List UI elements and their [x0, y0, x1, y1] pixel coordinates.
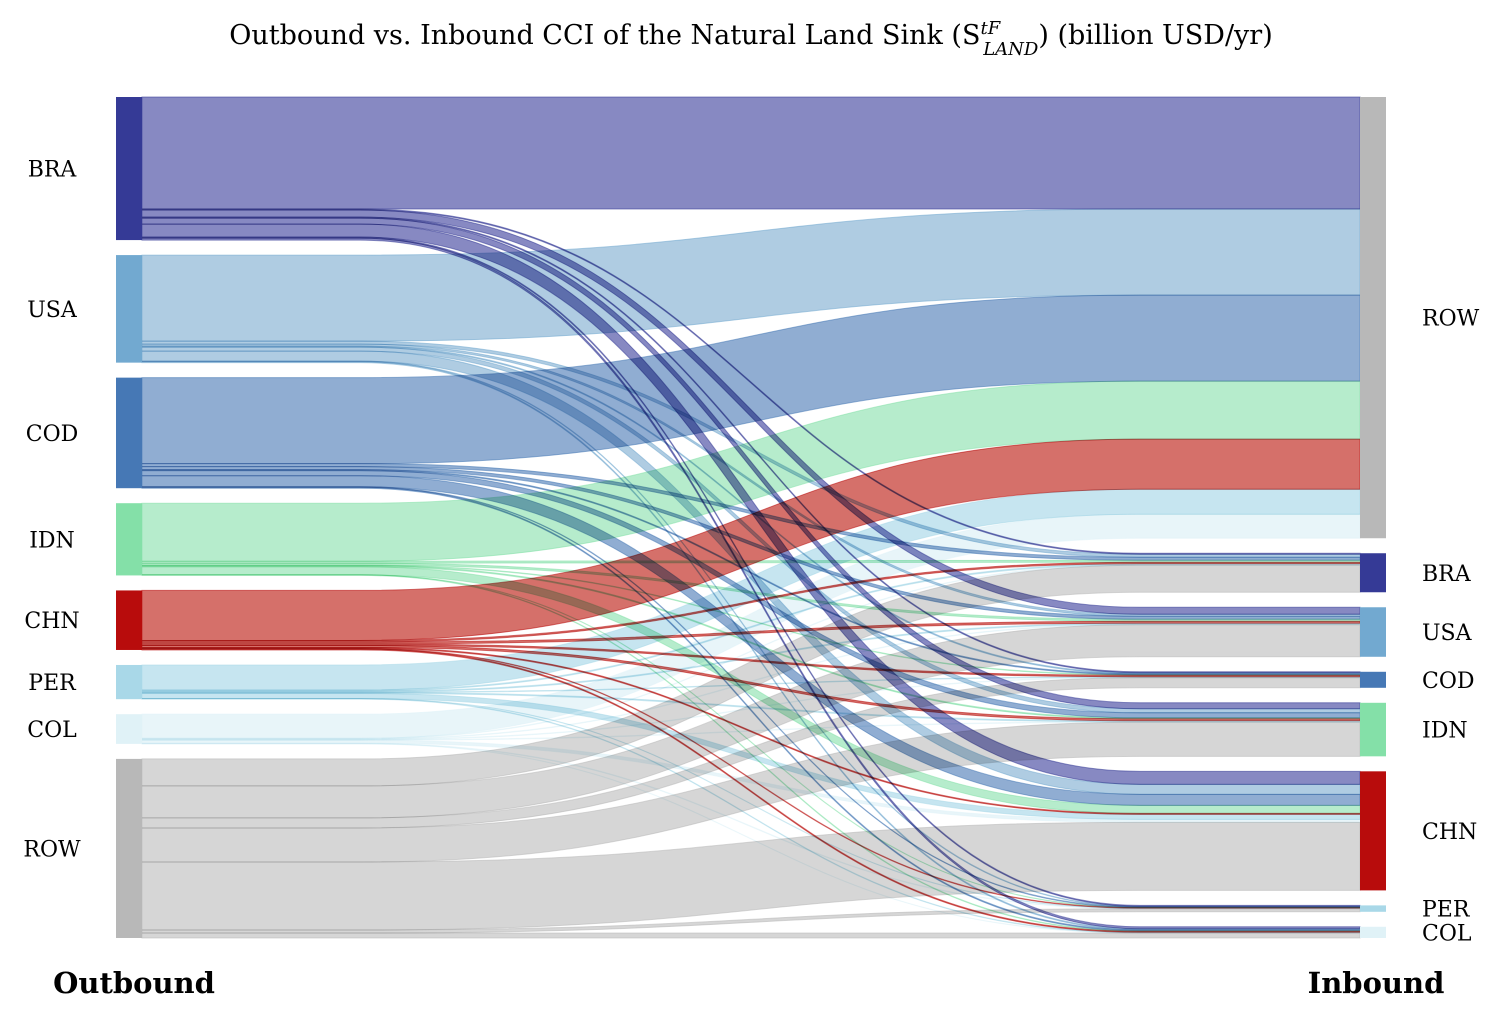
- source-node-chn: [116, 590, 142, 650]
- source-label-cod: COD: [26, 422, 79, 447]
- target-node-col: [1360, 926, 1386, 938]
- target-label-usa: USA: [1422, 621, 1473, 646]
- target-label-idn: IDN: [1422, 719, 1468, 744]
- source-node-usa: [116, 255, 142, 363]
- target-label-col: COL: [1422, 921, 1472, 946]
- source-label-chn: CHN: [24, 609, 79, 634]
- target-node-cod: [1360, 671, 1386, 688]
- link-row-to-cod: [141, 677, 1361, 829]
- source-label-bra: BRA: [28, 158, 78, 183]
- chart-title-main: Outbound vs. Inbound CCI of the Natural …: [229, 20, 980, 51]
- chart-title-subscript: LAND: [982, 39, 1039, 60]
- link-row-to-col: [141, 932, 1361, 939]
- target-node-chn: [1360, 771, 1386, 891]
- source-label-col: COL: [27, 718, 77, 743]
- source-label-per: PER: [28, 671, 77, 696]
- source-node-bra: [116, 97, 142, 241]
- source-node-row: [116, 758, 142, 938]
- target-node-bra: [1360, 553, 1386, 593]
- target-node-usa: [1360, 607, 1386, 657]
- target-node-per: [1360, 905, 1386, 912]
- link-col-to-row: [141, 513, 1361, 739]
- source-label-usa: USA: [27, 298, 78, 323]
- target-label-row: ROW: [1422, 307, 1480, 332]
- link-row-to-usa: [141, 624, 1361, 819]
- chart-title-suffix: ) (billion USD/yr): [1038, 20, 1272, 51]
- link-row-to-idn: [141, 721, 1361, 863]
- sankey-nodes: [116, 97, 1386, 938]
- source-node-idn: [116, 503, 142, 576]
- target-node-idn: [1360, 702, 1386, 757]
- source-label-idn: IDN: [29, 528, 75, 553]
- link-bra-to-row: [141, 96, 1361, 210]
- inbound-label: Inbound: [1308, 966, 1445, 1000]
- source-node-cod: [116, 377, 142, 489]
- source-label-row: ROW: [23, 837, 81, 862]
- chart-title: Outbound vs. Inbound CCI of the Natural …: [229, 18, 1273, 60]
- outbound-label: Outbound: [53, 966, 215, 1000]
- target-label-per: PER: [1422, 898, 1471, 923]
- flow-links: [141, 96, 1361, 939]
- target-label-chn: CHN: [1422, 820, 1477, 845]
- target-label-bra: BRA: [1422, 562, 1472, 587]
- source-node-per: [116, 664, 142, 700]
- chart-title-superscript: tF: [980, 18, 1001, 39]
- source-node-col: [116, 714, 142, 744]
- target-node-row: [1360, 97, 1386, 539]
- link-row-to-per: [141, 908, 1361, 934]
- node-labels: BRAUSACODIDNCHNPERCOLROWROWBRAUSACODIDNC…: [23, 158, 1479, 947]
- target-label-cod: COD: [1422, 669, 1475, 694]
